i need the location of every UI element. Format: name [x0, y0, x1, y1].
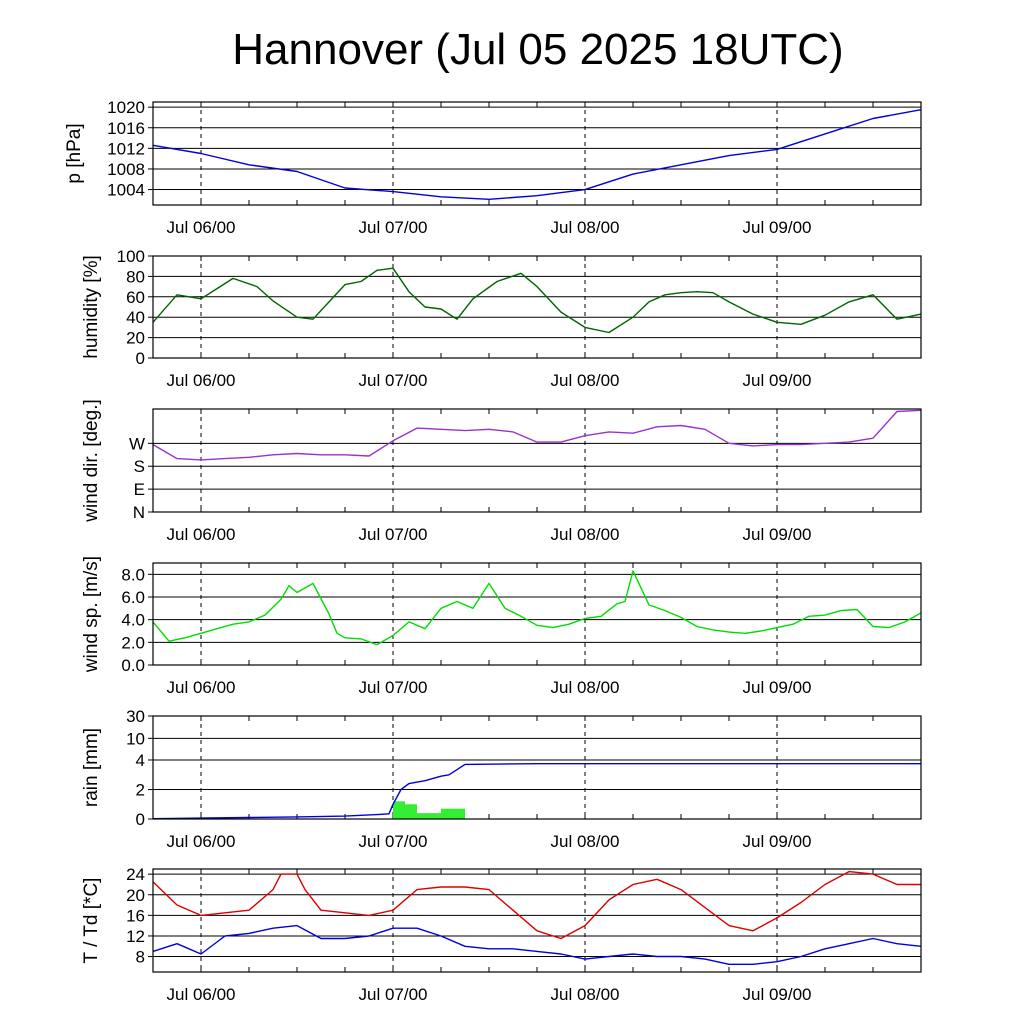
y-tick-label: S: [134, 457, 145, 476]
panel-5: 0 2 4 10 30 rain [mm] Jul 06/00 Jul 07/00 Jul 08…: [81, 707, 922, 851]
series-line: [152, 570, 922, 646]
panel-frame: [152, 562, 922, 666]
chart-title: Hannover (Jul 05 2025 18UTC): [232, 25, 844, 74]
x-tick-label: Jul 06/00: [167, 678, 236, 697]
y-axis-label: p [hPa]: [64, 123, 85, 183]
y-axis-label: wind dir. [deg.]: [81, 399, 102, 523]
x-tick-label: Jul 08/00: [551, 371, 620, 390]
series-line: [152, 109, 922, 201]
y-tick-label: 4: [136, 751, 145, 770]
y-tick-label: 30: [126, 707, 145, 726]
y-tick-label: 2: [136, 781, 145, 800]
y-tick-label: 1020: [107, 98, 145, 117]
y-tick-label: 0.0: [121, 656, 145, 675]
panel-frame: [152, 255, 922, 359]
x-tick-label: Jul 09/00: [743, 525, 812, 544]
y-axis-label: rain [mm]: [81, 728, 102, 807]
x-tick-label: Jul 06/00: [167, 371, 236, 390]
y-tick-label: 10: [126, 729, 145, 748]
x-tick-label: Jul 09/00: [743, 371, 812, 390]
y-tick-label: N: [133, 503, 145, 522]
y-tick-label: 40: [126, 308, 145, 327]
series-line: [152, 763, 921, 820]
y-tick-label: E: [134, 480, 145, 499]
rain-bar: [405, 804, 417, 819]
x-tick-label: Jul 07/00: [359, 985, 428, 1004]
y-tick-label: 100: [117, 247, 145, 266]
panel-frame: [152, 715, 922, 820]
x-tick-label: Jul 06/00: [167, 832, 236, 851]
y-axis-label: wind sp. [m/s]: [81, 556, 102, 673]
y-tick-label: 24: [126, 865, 145, 884]
x-tick-label: Jul 08/00: [551, 525, 620, 544]
series-line: [152, 870, 921, 940]
panel-frame: [152, 868, 922, 973]
x-tick-label: Jul 07/00: [359, 525, 428, 544]
x-tick-label: Jul 09/00: [743, 985, 812, 1004]
y-tick-label: 20: [126, 886, 145, 905]
y-tick-label: 20: [126, 329, 145, 348]
y-tick-label: 0: [136, 349, 145, 368]
y-axis-label: T / Td [*C]: [81, 878, 102, 964]
y-axis-label: humidity [%]: [81, 255, 102, 358]
y-tick-label: 16: [126, 906, 145, 925]
x-tick-label: Jul 06/00: [167, 218, 236, 237]
rain-bar: [417, 813, 441, 819]
y-tick-label: 4.0: [121, 611, 145, 630]
panel-frame: [152, 101, 922, 206]
y-tick-label: 80: [126, 267, 145, 286]
y-tick-label: 2.0: [121, 633, 145, 652]
rain-bar: [393, 801, 405, 819]
x-tick-label: Jul 06/00: [167, 985, 236, 1004]
x-tick-label: Jul 08/00: [551, 985, 620, 1004]
x-tick-label: Jul 08/00: [551, 832, 620, 851]
y-tick-label: 12: [126, 927, 145, 946]
x-tick-label: Jul 07/00: [359, 218, 428, 237]
y-tick-label: 1012: [107, 139, 145, 158]
x-tick-label: Jul 08/00: [551, 218, 620, 237]
panel-4: 0.0 2.0 4.0 6.0 8.0 wind sp. [m/s] Jul 06/00 Ju…: [81, 556, 922, 697]
series-line: [152, 409, 922, 461]
y-tick-label: 6.0: [121, 588, 145, 607]
y-tick-label: 1004: [107, 181, 145, 200]
x-tick-label: Jul 07/00: [359, 832, 428, 851]
series-line: [152, 924, 922, 965]
panel-frame: [152, 408, 922, 513]
x-tick-label: Jul 09/00: [743, 832, 812, 851]
series-line: [152, 267, 922, 334]
x-tick-label: Jul 08/00: [551, 678, 620, 697]
y-tick-label: 1008: [107, 160, 145, 179]
x-tick-label: Jul 07/00: [359, 371, 428, 390]
y-tick-label: 8.0: [121, 565, 145, 584]
y-tick-label: 60: [126, 288, 145, 307]
rain-bar: [441, 808, 465, 819]
x-tick-label: Jul 09/00: [743, 678, 812, 697]
y-tick-label: 1016: [107, 119, 145, 138]
x-tick-label: Jul 09/00: [743, 218, 812, 237]
x-tick-label: Jul 06/00: [167, 525, 236, 544]
x-tick-label: Jul 07/00: [359, 678, 428, 697]
y-tick-label: 0: [136, 810, 145, 829]
y-tick-label: W: [129, 434, 145, 453]
y-tick-label: 8: [136, 948, 145, 967]
